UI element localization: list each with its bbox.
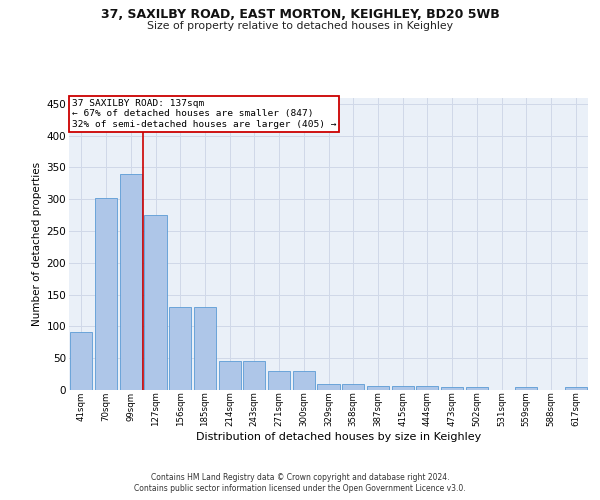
Bar	[565, 388, 587, 390]
Text: 37, SAXILBY ROAD, EAST MORTON, KEIGHLEY, BD20 5WB: 37, SAXILBY ROAD, EAST MORTON, KEIGHLEY,…	[101, 8, 499, 20]
Bar	[416, 386, 439, 390]
Bar	[169, 306, 191, 390]
Bar	[218, 361, 241, 390]
Bar	[145, 214, 167, 390]
Bar	[119, 174, 142, 390]
Text: Size of property relative to detached houses in Keighley: Size of property relative to detached ho…	[147, 21, 453, 31]
Text: 37 SAXILBY ROAD: 137sqm
← 67% of detached houses are smaller (847)
32% of semi-d: 37 SAXILBY ROAD: 137sqm ← 67% of detache…	[71, 99, 336, 129]
Bar	[268, 371, 290, 390]
Bar	[194, 306, 216, 390]
Bar	[367, 386, 389, 390]
Bar	[466, 388, 488, 390]
Text: Contains public sector information licensed under the Open Government Licence v3: Contains public sector information licen…	[134, 484, 466, 493]
Bar	[70, 332, 92, 390]
Bar	[95, 198, 117, 390]
Bar	[317, 384, 340, 390]
Bar	[293, 371, 315, 390]
Text: Distribution of detached houses by size in Keighley: Distribution of detached houses by size …	[196, 432, 482, 442]
Bar	[515, 388, 538, 390]
Bar	[342, 384, 364, 390]
Bar	[243, 361, 265, 390]
Text: Contains HM Land Registry data © Crown copyright and database right 2024.: Contains HM Land Registry data © Crown c…	[151, 472, 449, 482]
Bar	[392, 386, 414, 390]
Bar	[441, 388, 463, 390]
Y-axis label: Number of detached properties: Number of detached properties	[32, 162, 43, 326]
